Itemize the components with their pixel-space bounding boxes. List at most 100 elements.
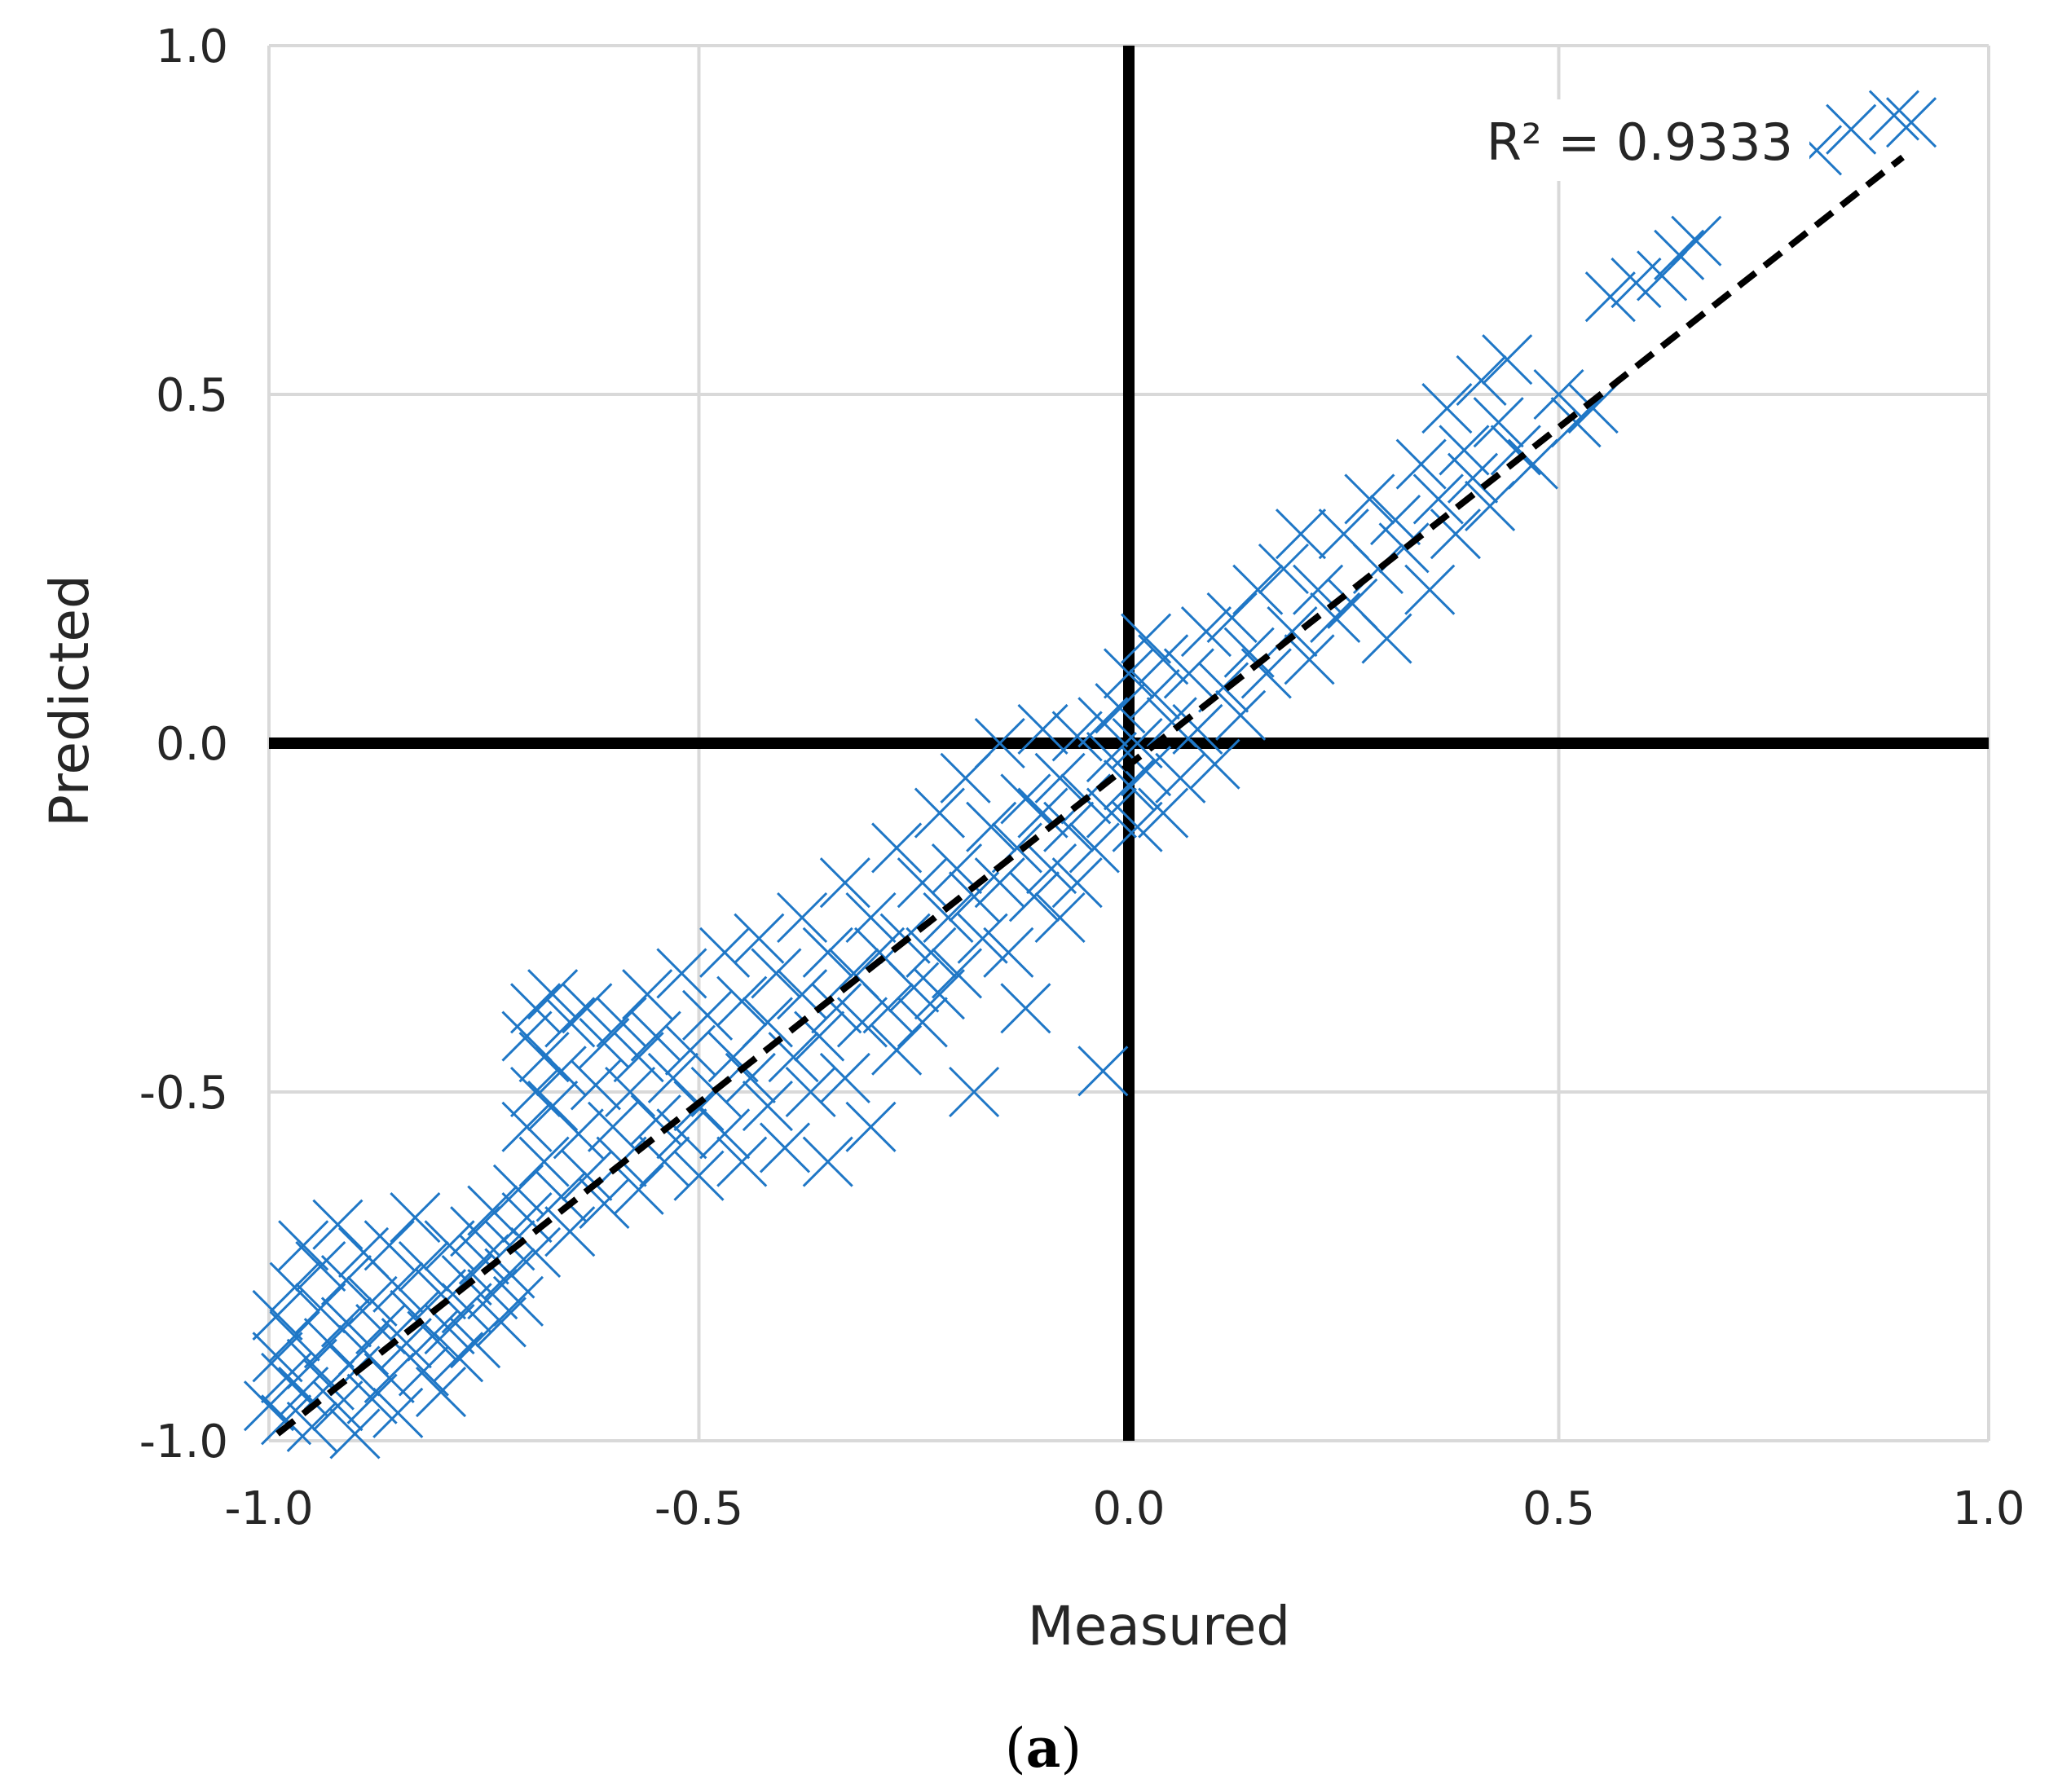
data-point: [949, 1066, 1000, 1118]
point-stroke: [1533, 368, 1584, 420]
data-point: [751, 948, 802, 999]
data-point: [1180, 605, 1232, 658]
point-stroke: [544, 1206, 596, 1257]
point-stroke: [630, 1094, 681, 1146]
data-point: [1258, 543, 1309, 595]
data-point: [845, 892, 897, 944]
data-point: [312, 1380, 364, 1432]
point-stroke: [1240, 648, 1292, 699]
data-point: [1215, 689, 1267, 741]
point-stroke: [1051, 857, 1103, 909]
point-stroke: [1103, 648, 1155, 699]
data-point: [622, 969, 673, 1020]
trendline: [275, 154, 1905, 1437]
point-stroke: [1490, 425, 1541, 476]
data-point: [1267, 605, 1318, 658]
y-tick-label: 0.0: [156, 718, 228, 771]
point-stroke: [923, 892, 974, 944]
tick-labels: -1.0 -0.5 0.0 0.5 1.0 -1.0 -0.5 0.0 0.5 1.0: [139, 20, 2025, 1535]
point-stroke: [1215, 689, 1267, 741]
point-stroke: [630, 1010, 681, 1062]
data-point: [897, 997, 948, 1048]
point-stroke: [553, 1108, 604, 1160]
data-point: [777, 892, 828, 944]
point-stroke: [699, 927, 751, 978]
point-stroke: [802, 927, 853, 978]
data-point: [398, 1240, 449, 1292]
point-stroke: [295, 1283, 346, 1334]
point-stroke: [974, 717, 1025, 769]
y-axis-title: Predicted: [38, 575, 101, 827]
data-point: [1465, 480, 1516, 532]
point-stroke: [906, 927, 957, 978]
point-stroke: [1258, 543, 1309, 595]
data-point: [699, 927, 751, 978]
point-stroke: [1404, 564, 1456, 615]
point-stroke: [1412, 473, 1464, 525]
point-stroke: [501, 1010, 553, 1062]
point-stroke: [1671, 215, 1722, 266]
data-point: [1000, 983, 1051, 1034]
point-stroke: [278, 1220, 329, 1271]
point-stroke: [656, 1108, 707, 1160]
point-stroke: [407, 1310, 458, 1362]
trendline-layer: [275, 154, 1905, 1437]
data-point: [544, 997, 596, 1048]
point-stroke: [450, 1318, 501, 1369]
point-stroke: [492, 1275, 544, 1327]
point-stroke: [853, 927, 906, 978]
x-axis-title: Measured: [1028, 1595, 1290, 1658]
point-stroke: [535, 1046, 587, 1097]
point-stroke: [949, 871, 1000, 922]
data-point: [535, 1046, 587, 1097]
point-stroke: [1138, 634, 1189, 685]
data-point: [1025, 843, 1077, 895]
data-point: [1077, 1046, 1129, 1097]
data-point: [1155, 752, 1206, 804]
data-point: [1008, 871, 1060, 922]
point-stroke: [252, 1289, 303, 1341]
point-stroke: [966, 801, 1017, 852]
y-tick-label: -1.0: [139, 1416, 228, 1468]
point-stroke: [355, 1303, 407, 1355]
point-stroke: [475, 1297, 527, 1348]
point-stroke: [518, 1136, 570, 1187]
data-point: [957, 913, 1008, 964]
data-point: [605, 1066, 656, 1118]
data-point: [630, 1094, 681, 1146]
data-point: [1826, 103, 1877, 155]
data-point: [1129, 669, 1180, 720]
data-point: [535, 1171, 587, 1222]
data-point: [579, 1018, 630, 1069]
point-stroke: [1086, 787, 1137, 839]
point-stroke: [845, 892, 897, 944]
point-stroke: [1327, 578, 1378, 629]
point-stroke: [1008, 871, 1060, 922]
data-point: [501, 1192, 553, 1244]
point-stroke: [1284, 634, 1335, 685]
point-stroke: [509, 1226, 562, 1278]
data-point: [1412, 473, 1464, 525]
data-point: [1138, 787, 1189, 839]
point-stroke: [1267, 605, 1318, 658]
data-point: [398, 1345, 449, 1397]
r-squared-label: R² = 0.9333: [1487, 112, 1793, 172]
data-point: [613, 1164, 664, 1215]
data-point: [518, 1136, 570, 1187]
point-stroke: [1086, 732, 1137, 783]
point-stroke: [269, 1261, 320, 1313]
point-stroke: [458, 1234, 509, 1285]
data-point: [450, 1206, 501, 1257]
point-stroke: [320, 1255, 372, 1306]
data-point: [286, 1338, 337, 1389]
x-tick-label: 1.0: [1952, 1482, 2025, 1535]
data-point: [562, 983, 613, 1034]
data-point: [1567, 383, 1619, 434]
data-point: [983, 927, 1034, 978]
data-point: [630, 1010, 681, 1062]
point-stroke: [337, 1324, 390, 1376]
data-point: [553, 1108, 604, 1160]
data-point: [1369, 495, 1421, 546]
data-point: [1404, 564, 1456, 615]
point-stroke: [1069, 822, 1120, 874]
